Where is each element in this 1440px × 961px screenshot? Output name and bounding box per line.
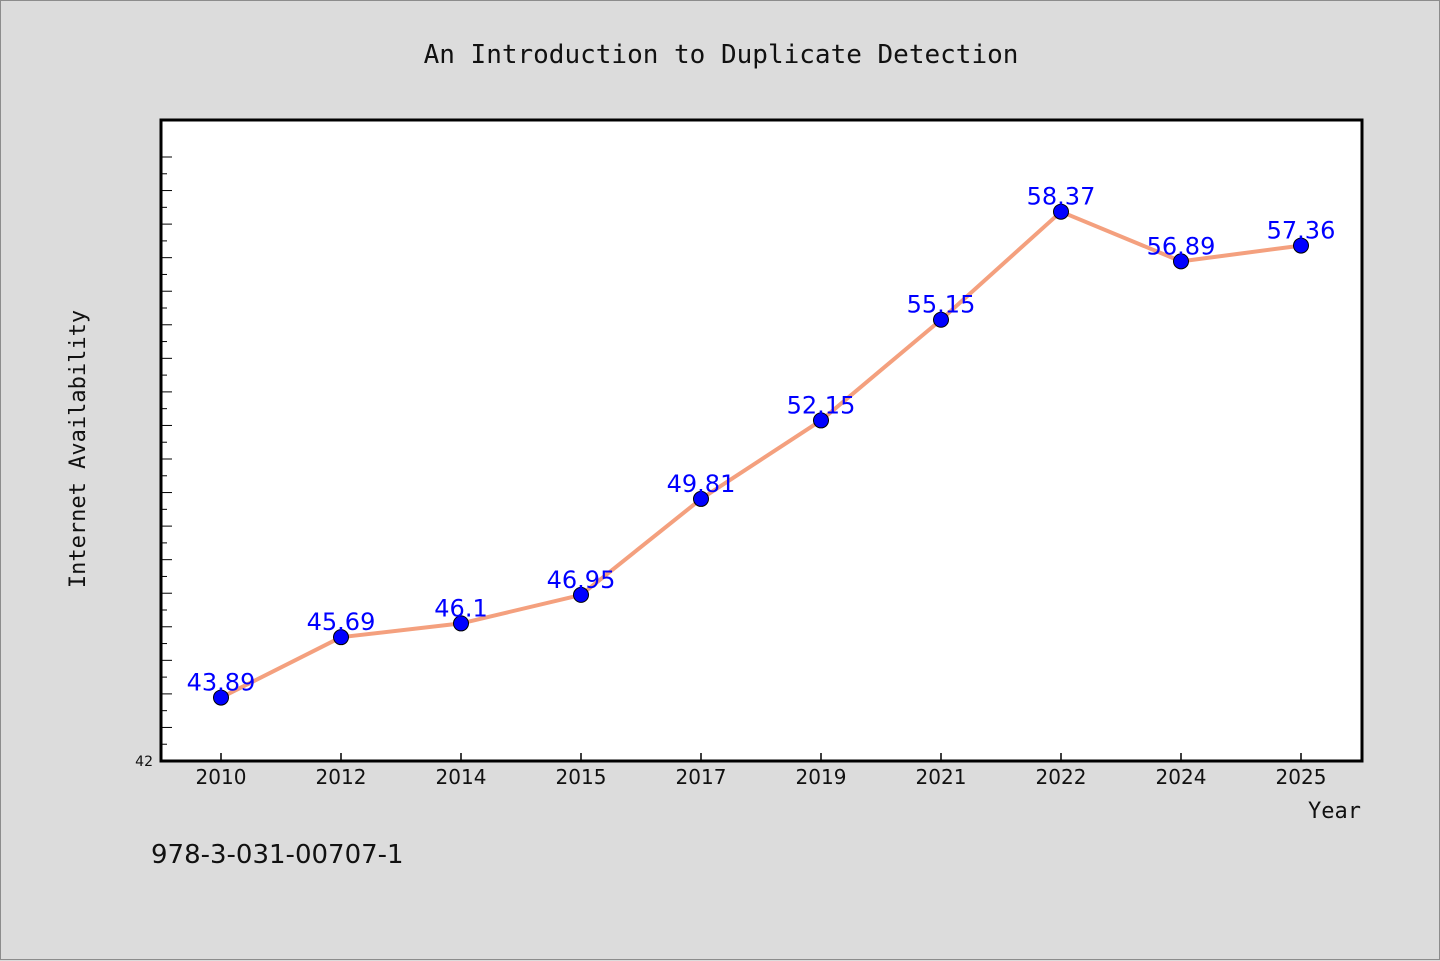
data-label: 46.1: [434, 594, 487, 622]
y-axis-ticks: 42: [135, 156, 172, 770]
data-labels: 43.89 45.69 46.1 46.95 49.81 52.15 55.15 58.37 5…: [187, 183, 1336, 697]
x-tick-label: 2010: [196, 765, 247, 789]
x-tick-label: 2022: [1036, 765, 1087, 789]
data-point: [333, 629, 349, 646]
data-label: 43.89: [187, 669, 256, 697]
data-point: [213, 689, 229, 706]
data-point: [1053, 203, 1069, 220]
x-tick-label: 2012: [316, 765, 367, 789]
data-label: 52.15: [787, 391, 856, 419]
data-label: 56.89: [1147, 232, 1216, 260]
data-point: [573, 586, 589, 603]
chart-title: An Introduction to Duplicate Detection: [424, 40, 1019, 70]
data-label: 49.81: [667, 470, 736, 498]
x-tick-label: 2014: [436, 765, 487, 789]
y-axis-title: Internet Availability: [66, 310, 91, 588]
x-tick-label: 2019: [796, 765, 847, 789]
plot-area: [159, 118, 1364, 763]
series-line-group: [220, 209, 1302, 700]
data-point: [693, 490, 709, 507]
y-tick-label: 42: [135, 754, 153, 770]
x-tick-label: 2015: [556, 765, 607, 789]
data-point: [453, 615, 469, 632]
data-markers: [213, 203, 1309, 706]
x-tick-label: 2024: [1156, 765, 1207, 789]
x-tick-label: 2021: [916, 765, 967, 789]
data-label: 46.95: [547, 566, 616, 594]
data-point: [1173, 253, 1189, 270]
data-point: [933, 311, 949, 328]
x-tick-label: 2017: [676, 765, 727, 789]
data-point: [813, 412, 829, 429]
data-label: 57.36: [1267, 217, 1336, 245]
series-line: [220, 209, 1302, 700]
data-label: 58.37: [1027, 183, 1096, 211]
data-point: [1293, 237, 1309, 254]
data-label: 55.15: [907, 291, 976, 319]
isbn-footer: 978-3-031-00707-1: [151, 840, 404, 870]
x-axis-title: Year: [1308, 799, 1361, 824]
data-label: 45.69: [307, 608, 376, 636]
x-tick-label: 2025: [1276, 765, 1327, 789]
x-axis-ticks: 2010 2012 2014 2015 2017 2019 2021 2022 2024 2025: [196, 753, 1327, 789]
